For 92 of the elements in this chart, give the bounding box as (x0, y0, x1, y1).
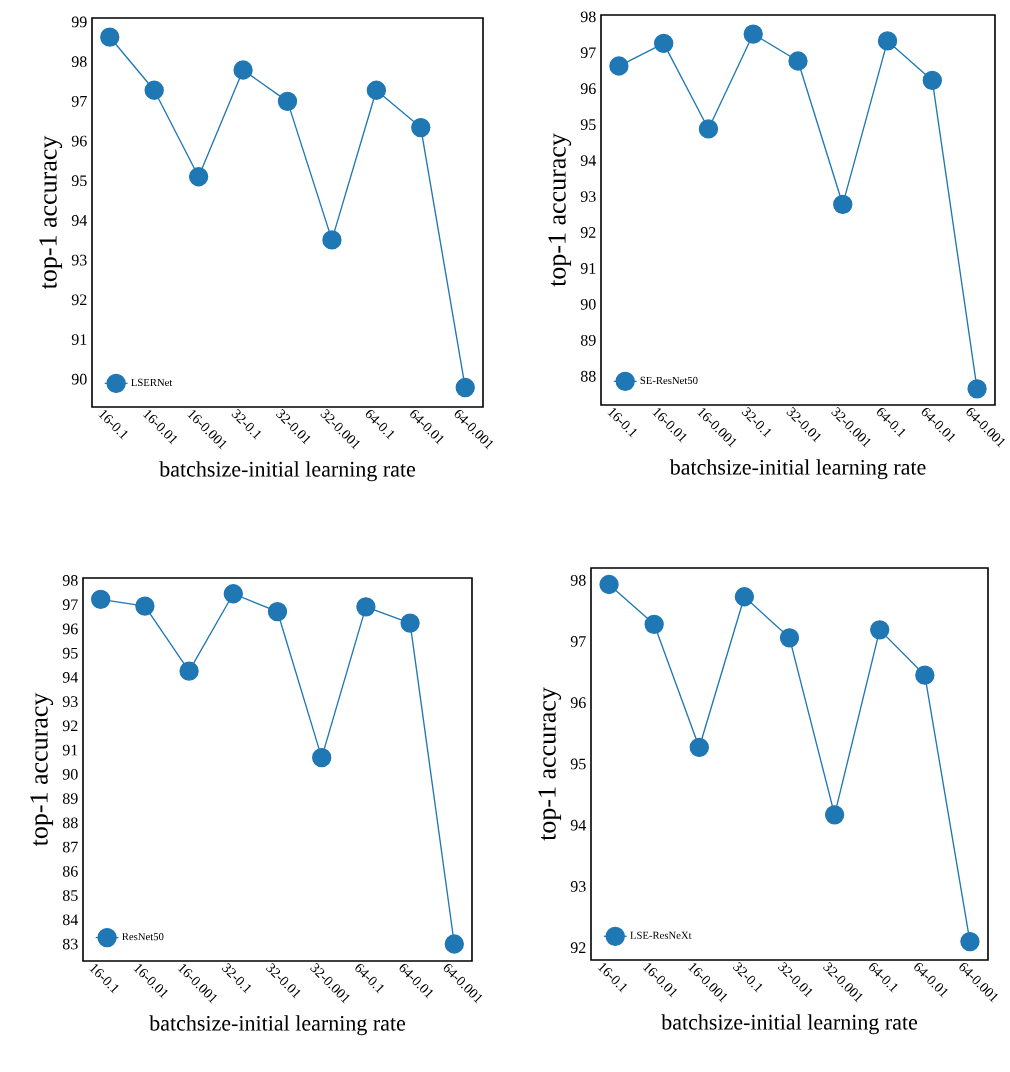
y-tick-label: 89 (580, 334, 596, 346)
point (599, 574, 619, 595)
y-tick-label: 83 (62, 938, 78, 950)
point (233, 60, 253, 80)
y-tick-label: 90 (580, 298, 596, 310)
x-axis-title: batchsize-initial learning rate (669, 459, 926, 480)
y-axis-title: top-1 accuracy (548, 133, 572, 287)
y-tick-label: 85 (62, 890, 78, 901)
y-tick-label: 88 (580, 370, 596, 382)
y-tick-label: 89 (62, 793, 78, 804)
y-tick-label: 90 (71, 373, 87, 385)
y-tick-label: 93 (71, 254, 87, 266)
y-tick-label: 88 (62, 817, 78, 829)
legend-label: ResNet50 (122, 933, 164, 941)
point (960, 931, 980, 952)
x-axis-title: batchsize-initial learning rate (661, 1014, 918, 1035)
y-tick-label: 99 (71, 16, 87, 28)
point (411, 117, 431, 138)
point (698, 119, 719, 139)
y-tick-label: 92 (71, 294, 87, 306)
y-tick-label: 94 (570, 819, 587, 831)
y-tick-label: 96 (71, 135, 87, 147)
y-axis-title: top-1 accuracy (30, 692, 54, 847)
y-tick-label: 90 (62, 768, 78, 780)
point (91, 589, 111, 609)
legend-label: SE-ResNet50 (640, 376, 698, 385)
y-tick-label: 95 (580, 119, 596, 130)
y-tick-label: 95 (62, 647, 78, 659)
point (824, 805, 845, 825)
y-tick-label: 84 (62, 914, 79, 926)
y-tick-label: 97 (580, 47, 596, 59)
point (609, 56, 629, 76)
y-tick-label: 98 (570, 574, 586, 586)
point (915, 665, 935, 685)
point (135, 596, 155, 616)
point (322, 230, 342, 250)
point (870, 620, 890, 640)
y-tick-label: 86 (62, 865, 78, 877)
y-tick-label: 93 (580, 191, 596, 202)
y-tick-label: 94 (580, 155, 597, 166)
point (922, 70, 942, 91)
point (654, 33, 674, 54)
point (877, 31, 898, 51)
point (967, 379, 987, 399)
point (366, 80, 387, 100)
x-axis-title: batchsize-initial learning rate (149, 1015, 406, 1036)
y-tick-label: 98 (580, 11, 596, 23)
y-tick-label: 91 (580, 263, 596, 274)
point (179, 661, 199, 681)
y-tick-label: 97 (71, 95, 87, 107)
point (833, 194, 853, 215)
point (743, 24, 763, 44)
y-tick-label: 93 (570, 881, 586, 892)
point (277, 91, 298, 112)
point (779, 628, 800, 648)
point (100, 27, 120, 47)
legend-label: LSE-ResNeXt (630, 931, 692, 939)
legend-label: LSERNet (131, 378, 173, 387)
point (400, 613, 420, 633)
point (188, 167, 209, 187)
y-tick-label: 92 (62, 720, 78, 732)
point (788, 51, 808, 71)
point (223, 584, 243, 604)
point (734, 587, 755, 607)
y-tick-label: 98 (71, 56, 87, 68)
y-tick-label: 93 (62, 696, 78, 707)
y-tick-label: 96 (62, 623, 78, 635)
y-axis-title: top-1 accuracy (538, 687, 562, 841)
y-tick-label: 97 (62, 599, 78, 611)
point (144, 80, 164, 100)
point (455, 377, 475, 398)
y-tick-label: 96 (570, 697, 586, 709)
y-tick-label: 97 (570, 636, 586, 647)
y-tick-label: 94 (62, 672, 79, 683)
y-axis-title: top-1 accuracy (39, 135, 63, 290)
y-tick-label: 94 (71, 215, 88, 226)
point (312, 747, 332, 768)
point (689, 737, 709, 758)
point (444, 934, 464, 954)
y-tick-label: 98 (62, 575, 78, 586)
x-axis-title: batchsize-initial learning rate (159, 461, 416, 482)
point (356, 597, 376, 617)
y-tick-label: 91 (62, 744, 78, 756)
point (267, 602, 288, 622)
y-tick-label: 95 (71, 175, 87, 187)
y-tick-label: 87 (62, 841, 78, 853)
y-tick-label: 95 (570, 758, 586, 770)
y-tick-label: 91 (71, 334, 87, 345)
y-tick-label: 92 (580, 227, 596, 238)
point (644, 614, 664, 635)
y-tick-label: 96 (580, 83, 596, 95)
y-tick-label: 92 (570, 942, 586, 954)
